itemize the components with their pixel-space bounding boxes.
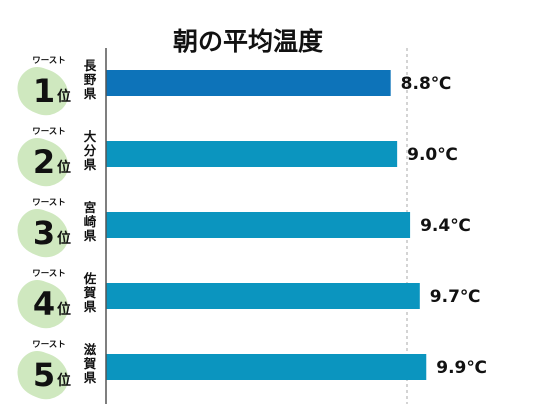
prefecture-map-icon [17,351,69,400]
category-label: 宮崎県 [84,200,97,243]
rank-number-label: 2 [33,143,55,181]
prefecture-map-icon [17,209,69,258]
rank-number-label: 1 [33,72,55,110]
chart-title: 朝の平均温度 [173,27,323,56]
data-label: 9.9℃ [436,358,487,378]
data-label: 9.4℃ [420,216,471,236]
rank-suffix-label: 位 [57,372,71,389]
data-label: 9.7℃ [430,287,481,307]
category-label: 滋賀県 [83,342,97,385]
category-label: 長野県 [84,58,97,101]
rank-suffix-label: 位 [57,159,71,176]
category-label: 佐賀県 [83,271,97,314]
bar [106,141,398,167]
rank-prefix-label: ワースト [32,340,66,350]
rank-suffix-label: 位 [57,301,71,318]
rank-prefix-label: ワースト [32,269,66,279]
prefecture-map-icon [17,280,69,329]
category-label: 大分県 [84,129,97,172]
rank-prefix-label: ワースト [32,56,66,66]
rank-suffix-label: 位 [57,88,71,105]
rank-number-label: 5 [33,356,55,394]
rank-number-label: 4 [33,285,55,323]
bar [106,283,420,309]
data-label: 9.0℃ [407,145,458,165]
rank-suffix-label: 位 [57,230,71,247]
data-label: 8.8℃ [401,74,452,94]
rank-prefix-label: ワースト [32,127,66,137]
rank-prefix-label: ワースト [32,198,66,208]
rank-number-label: 3 [33,214,55,252]
bar [106,354,427,380]
bar [106,70,391,96]
bar [106,212,411,238]
prefecture-map-icon [17,67,69,116]
prefecture-map-icon [17,138,69,187]
